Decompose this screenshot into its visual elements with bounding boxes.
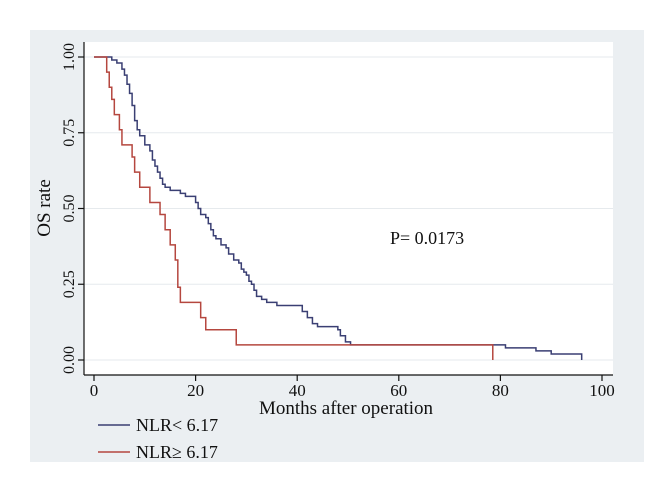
x-tick-label-0: 0 [90, 381, 99, 400]
y-tick-label-3: 0.75 [61, 119, 78, 147]
series-layer [94, 56, 583, 360]
x-tick-label-5: 100 [589, 381, 615, 400]
series-line-0 [94, 56, 583, 360]
p-value-annotation: P= 0.0173 [390, 228, 464, 248]
legend-label-nlr-high: NLR≥ 6.17 [136, 442, 218, 462]
series-line-1 [94, 56, 494, 360]
x-axis-label: Months after operation [259, 398, 434, 419]
y-tick-label-1: 0.25 [61, 270, 78, 298]
x-tick-label-2: 40 [289, 381, 306, 400]
x-tick-label-3: 60 [390, 381, 407, 400]
x-tick-label-4: 80 [492, 381, 509, 400]
gridlines [84, 56, 613, 361]
x-tick-label-1: 20 [187, 381, 204, 400]
legend: NLR< 6.17 NLR≥ 6.17 [98, 415, 218, 462]
y-tick-label-2: 0.50 [61, 195, 78, 223]
axes-layer: 0.00 0.25 0.50 0.75 1.00 0 20 40 60 80 100 [61, 42, 615, 400]
legend-label-nlr-low: NLR< 6.17 [136, 415, 218, 435]
y-tick-label-4: 1.00 [61, 43, 78, 71]
y-axis-label: OS rate [34, 179, 55, 237]
y-tick-label-0: 0.00 [61, 346, 78, 374]
